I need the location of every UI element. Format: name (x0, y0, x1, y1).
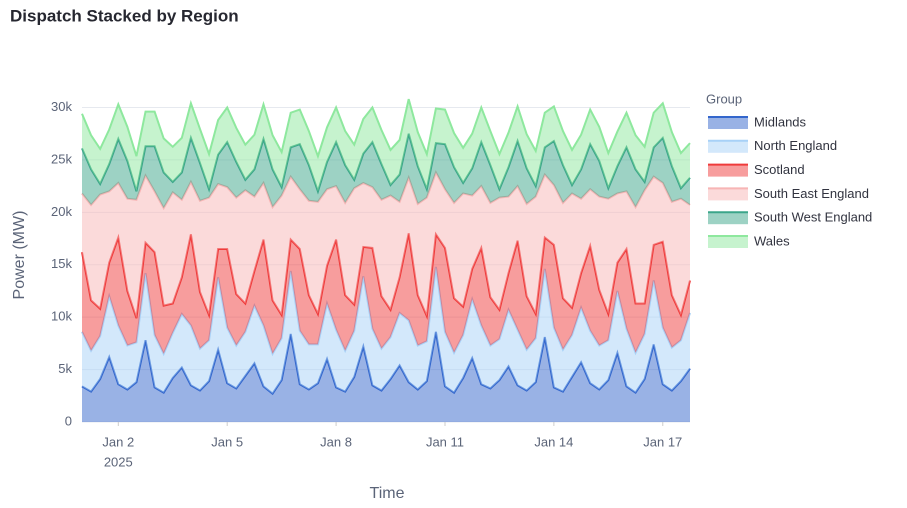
area-fill (82, 133, 690, 209)
legend-label[interactable]: North England (754, 138, 837, 153)
legend-label[interactable]: Scotland (754, 162, 805, 177)
area-fill (82, 99, 690, 192)
x-year-label: 2025 (104, 454, 133, 469)
legend-swatch[interactable] (708, 140, 748, 153)
y-tick-label: 25k (51, 151, 72, 166)
y-tick-label: 20k (51, 204, 72, 219)
area-fill (82, 172, 690, 319)
x-tick-label: Jan 11 (426, 434, 464, 449)
area-fill (82, 331, 690, 422)
chart-title: Dispatch Stacked by Region (10, 6, 239, 25)
area-fill (82, 233, 690, 354)
area-fill (82, 266, 690, 394)
legend-swatch[interactable] (708, 188, 748, 201)
area-line (81, 98, 691, 160)
x-tick-label: Jan 2 (102, 434, 134, 449)
legend-label[interactable]: South West England (754, 210, 872, 225)
legend-swatch[interactable] (708, 117, 748, 129)
x-tick-label: Jan 5 (211, 434, 243, 449)
y-tick-label: 30k (51, 99, 72, 114)
y-tick-label: 10k (51, 309, 72, 324)
legend-label[interactable]: Midlands (754, 114, 807, 129)
legend-swatch[interactable] (708, 164, 748, 177)
legend-swatch[interactable] (708, 236, 748, 248)
legend-label[interactable]: South East England (754, 186, 869, 201)
y-tick-label: 0 (65, 413, 72, 428)
y-tick-label: 15k (51, 256, 72, 271)
y-tick-label: 5k (58, 361, 72, 376)
x-tick-label: Jan 14 (534, 434, 573, 449)
x-tick-label: Jan 8 (320, 434, 352, 449)
x-tick-label: Jan 17 (643, 434, 682, 449)
x-axis-title: Time (370, 485, 405, 502)
legend-swatch[interactable] (708, 212, 748, 225)
y-axis-title: Power (MW) (11, 211, 28, 300)
legend-label[interactable]: Wales (754, 233, 790, 248)
legend-title: Group (706, 91, 742, 106)
